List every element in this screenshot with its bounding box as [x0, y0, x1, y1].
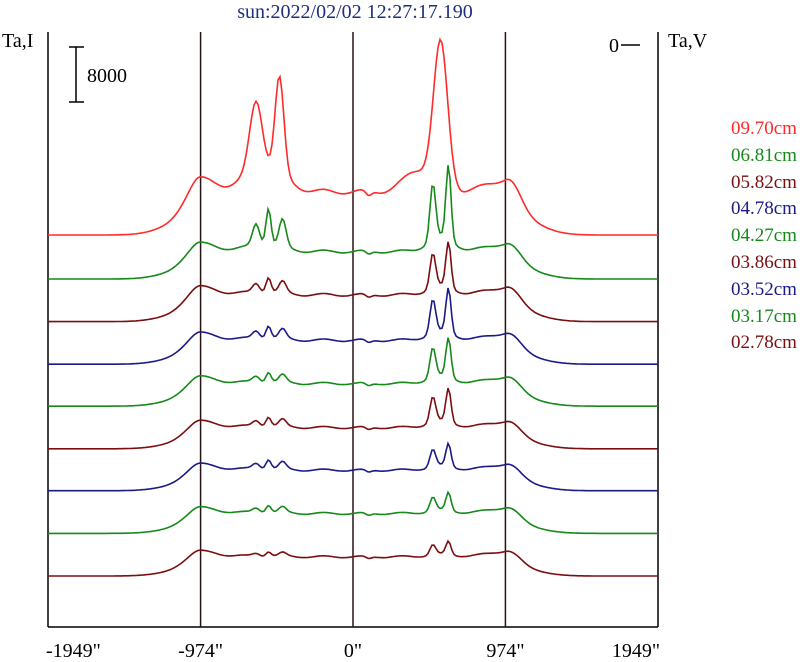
series-line-0478cm	[48, 287, 658, 365]
series-line-0317cm	[48, 490, 658, 535]
chart-title: sun:2022/02/02 12:27:17.190	[237, 1, 473, 23]
x-tick-label: 1949"	[612, 640, 660, 662]
x-tick-label: 974"	[486, 640, 524, 662]
legend-item: 03.52cm	[731, 278, 797, 300]
legend-item: 09.70cm	[731, 118, 797, 139]
legend-item: 04.78cm	[731, 198, 797, 220]
series-line-0352cm	[48, 441, 658, 492]
legend-item: 04.27cm	[731, 225, 797, 247]
series-line-0970cm	[48, 37, 658, 236]
x-tick-label: -974"	[178, 640, 223, 662]
legend: 09.70cm 06.81cm 05.82cm 04.78cm 04.27cm 03.86…	[731, 116, 797, 357]
legend-item: 03.86cm	[731, 251, 797, 273]
series-line-0582cm	[48, 241, 658, 323]
zero-label: 0	[609, 35, 619, 57]
series-line-0427cm	[48, 337, 658, 407]
legend-item: 05.82cm	[731, 171, 797, 193]
x-tick-label: 0"	[344, 640, 362, 662]
series-line-0278cm	[48, 539, 658, 577]
series-line-0681cm	[48, 165, 658, 280]
series-line-0386cm	[48, 387, 658, 450]
left-axis-label: Ta,I	[2, 30, 34, 52]
right-axis-label: Ta,V	[668, 30, 708, 52]
legend-item: 03.17cm	[731, 305, 797, 327]
x-tick-label: -1949"	[46, 640, 101, 662]
legend-item: 06.81cm	[731, 144, 797, 166]
legend-item: 02.78cm	[731, 332, 797, 354]
scale-bar-label: 8000	[87, 65, 127, 87]
